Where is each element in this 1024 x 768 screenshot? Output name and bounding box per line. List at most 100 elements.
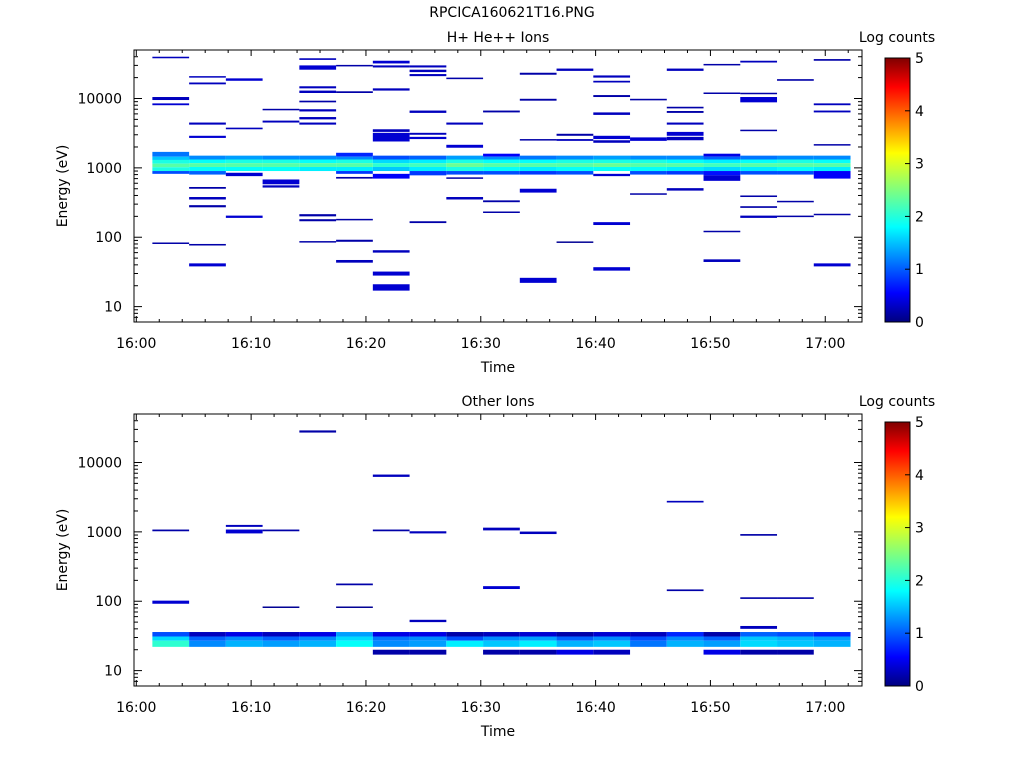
plot-frame (133, 49, 863, 323)
heatmap-cell (372, 132, 410, 142)
heatmap-cell (152, 167, 190, 172)
heatmap-cell (446, 177, 484, 179)
heatmap-cell (593, 80, 631, 83)
x-tick-label: 16:10 (231, 700, 271, 716)
heatmap-cell (703, 230, 741, 233)
heatmap-cell (703, 259, 741, 262)
heatmap-cell (666, 131, 704, 136)
heatmap-cell (556, 139, 594, 141)
heatmap-cell (409, 136, 447, 140)
heatmap-cell (372, 632, 410, 637)
heatmap-cell (409, 649, 447, 655)
heatmap-cell (336, 159, 373, 164)
heatmap-cell (813, 110, 851, 113)
heatmap-cell (409, 221, 447, 224)
heatmap-cell (703, 153, 741, 157)
heatmap-cell (409, 632, 447, 637)
heatmap-cell (777, 597, 814, 599)
heatmap-cell (777, 636, 814, 641)
heatmap-cell (593, 155, 631, 160)
heatmap-cell (556, 649, 594, 655)
heatmap-cell (666, 632, 704, 637)
heatmap-cell (336, 91, 373, 93)
colorbar-tick-label: 2 (915, 573, 924, 589)
heatmap-cell (262, 108, 300, 111)
colorbar-tick-label: 0 (915, 679, 924, 695)
heatmap-cell (666, 166, 704, 172)
heatmap-cell (446, 77, 484, 80)
heatmap-cell (630, 159, 667, 164)
heatmap-cell (225, 529, 263, 534)
heatmap-cell (336, 156, 373, 160)
heatmap-cell (336, 632, 373, 637)
heatmap-cell (336, 583, 373, 586)
heatmap-cell (372, 163, 410, 167)
heatmap-cell (740, 92, 778, 95)
colorbar-tick-label: 3 (915, 157, 924, 173)
heatmap-cell (336, 171, 373, 174)
colorbar-tick-label: 0 (915, 315, 924, 331)
heatmap-cell (409, 531, 447, 534)
heatmap-cell (189, 263, 226, 267)
heatmap-cell (593, 636, 631, 641)
heatmap-cell (299, 636, 337, 641)
heatmap-cell (372, 271, 410, 276)
y-tick-label: 10 (104, 300, 122, 316)
heatmap-cell (152, 171, 190, 174)
heatmap-cell (740, 632, 778, 637)
heatmap-cell (409, 132, 447, 135)
heatmap-cell (593, 267, 631, 271)
heatmap-cell (666, 159, 704, 164)
heatmap-cell (299, 122, 337, 125)
heatmap-cell (189, 135, 226, 138)
heatmap-cells (152, 430, 851, 655)
heatmap-cell (189, 632, 226, 637)
heatmap-cell (666, 640, 704, 647)
heatmap-cell (519, 649, 557, 655)
heatmap-cell (593, 222, 631, 226)
heatmap-cell (299, 430, 337, 433)
heatmap-cell (666, 163, 704, 167)
heatmap-cell (813, 213, 851, 216)
x-tick-label: 16:30 (461, 336, 501, 352)
heatmap-cell (262, 120, 300, 123)
heatmap-cell (152, 103, 190, 106)
heatmap-cell (740, 534, 778, 536)
heatmap-cell (446, 640, 484, 647)
heatmap-cell (262, 632, 300, 637)
heatmap-cell (409, 65, 447, 68)
heatmap-cell (740, 129, 778, 132)
heatmap-cell (740, 159, 778, 164)
heatmap-cell (225, 159, 263, 164)
heatmap-cell (556, 640, 594, 647)
heatmap-cell (666, 111, 704, 113)
heatmap-cell (813, 163, 851, 167)
heatmap-cell (519, 139, 557, 141)
heatmap-cell (336, 163, 373, 167)
heatmap-cell (703, 175, 741, 181)
heatmap-cell (446, 166, 484, 172)
heatmap-cell (666, 122, 704, 125)
heatmap-cell (372, 65, 410, 68)
panel-other: 16:00 16:10 16:20 16:30 16:40 16:50 17:0010100… (55, 394, 935, 740)
heatmap-cell (409, 159, 447, 164)
colorbar-tick-label: 3 (915, 521, 924, 537)
heatmap-cell (372, 129, 410, 132)
heatmap-cell (372, 155, 410, 160)
heatmap-cell (630, 166, 667, 172)
colorbar-label: Log counts (859, 394, 935, 410)
colorbar: Log counts 0 1 2 3 4 5 (859, 30, 935, 331)
y-tick-label: 1000 (86, 525, 122, 541)
panel-hplus: 16:00 16:10 16:20 16:30 16:40 16:50 17:0010100… (55, 30, 935, 376)
heatmap-cell (630, 193, 667, 195)
colorbar-scale (884, 57, 911, 323)
heatmap-cell (519, 188, 557, 193)
x-axis-label: Time (480, 360, 515, 376)
heatmap-cell (189, 122, 226, 125)
colorbar-tick-label: 2 (915, 209, 924, 225)
heatmap-cell (225, 640, 263, 647)
heatmap-cell (483, 171, 520, 175)
heatmap-cell (556, 159, 594, 164)
heatmap-cell (336, 636, 373, 641)
heatmap-cell (152, 636, 190, 641)
